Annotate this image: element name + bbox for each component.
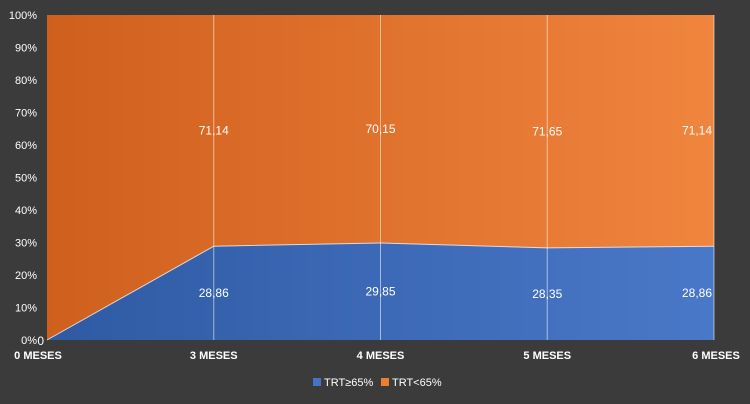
legend-item[interactable]: TRT≥65% [313, 377, 373, 389]
data-label-trt-lt-65: 70,15 [365, 122, 395, 136]
data-labels: 0 28,86 29,85 28,35 28,86 71,14 70,15 71,65 71,1… [37, 122, 712, 348]
y-tick-label: 100% [9, 10, 37, 22]
data-label-trt-ge-65: 0 [37, 334, 44, 348]
x-tick-label: 5 MESES [523, 350, 571, 362]
legend-label: TRT<65% [392, 377, 442, 389]
data-label-trt-ge-65: 28,86 [199, 286, 229, 300]
x-axis: 0 MESES 3 MESES 4 MESES 5 MESES 6 MESES [14, 350, 740, 362]
vertical-gridlines [213, 15, 715, 340]
x-tick-label: 4 MESES [357, 350, 405, 362]
y-tick-label: 50% [15, 173, 37, 185]
data-label-trt-ge-65: 29,85 [365, 284, 395, 298]
y-tick-label: 30% [15, 238, 37, 250]
y-tick-label: 80% [15, 75, 37, 87]
y-tick-label: 0% [21, 335, 37, 347]
data-label-trt-lt-65: 71,65 [532, 124, 562, 138]
y-tick-label: 40% [15, 205, 37, 217]
x-tick-label: 3 MESES [190, 350, 238, 362]
x-tick-label: 0 MESES [14, 350, 62, 362]
y-tick-label: 70% [15, 108, 37, 120]
legend-swatch [313, 378, 321, 386]
x-tick-label: 6 MESES [692, 350, 740, 362]
legend[interactable]: TRT≥65% TRT<65% [313, 377, 442, 389]
legend-swatch [381, 378, 389, 386]
legend-item[interactable]: TRT<65% [381, 377, 442, 389]
y-tick-label: 10% [15, 303, 37, 315]
legend-label: TRT≥65% [324, 377, 373, 389]
data-label-trt-ge-65: 28,86 [682, 286, 712, 300]
y-tick-label: 90% [15, 43, 37, 55]
data-label-trt-lt-65: 71,14 [682, 124, 712, 138]
data-label-trt-lt-65: 71,14 [199, 124, 229, 138]
y-tick-label: 60% [15, 140, 37, 152]
y-tick-label: 20% [15, 270, 37, 282]
data-label-trt-ge-65: 28,35 [532, 287, 562, 301]
y-axis: 0% 10% 20% 30% 40% 50% 60% 70% 80% 90% 100% [9, 10, 37, 347]
